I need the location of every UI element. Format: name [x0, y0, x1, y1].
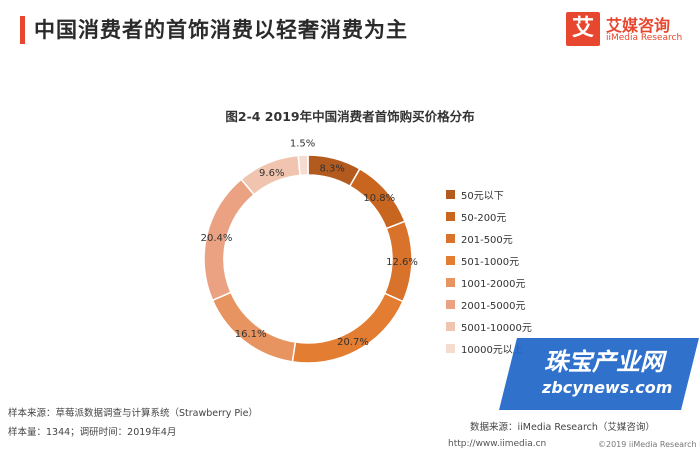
page-headline: 中国消费者的首饰消费以轻奢消费为主 — [34, 18, 408, 42]
brand-name: 艾媒咨询 — [606, 16, 671, 35]
legend-item: 50元以下 — [446, 183, 532, 205]
legend-item: 2001-5000元 — [446, 293, 532, 315]
legend-item: 50-200元 — [446, 205, 532, 227]
legend-item: 501-1000元 — [446, 249, 532, 271]
legend-label: 1001-2000元 — [461, 278, 526, 290]
legend-label: 50元以下 — [461, 190, 504, 202]
chart-title: 图2-4 2019年中国消费者首饰购买价格分布 — [225, 109, 475, 124]
legend-swatch — [446, 233, 455, 243]
legend-item: 1001-2000元 — [446, 271, 532, 293]
legend-swatch — [446, 211, 455, 221]
source-url[interactable]: http://www.iimedia.cn — [448, 439, 547, 449]
sample-size-note: 样本量：1344；调研时间：2019年4月 — [8, 427, 177, 438]
donut-slice — [297, 154, 309, 177]
legend-item: 5001-10000元 — [446, 315, 532, 337]
slice-value-label: 12.6% — [386, 257, 418, 268]
legend-swatch — [446, 189, 455, 199]
legend-label: 501-1000元 — [461, 256, 520, 268]
legend-label: 201-500元 — [461, 234, 513, 246]
legend-label: 50-200元 — [461, 212, 507, 224]
legend-label: 5001-10000元 — [461, 322, 532, 334]
slice-value-label: 8.3% — [320, 164, 345, 175]
slice-value-label: 9.6% — [259, 168, 284, 179]
legend-swatch — [446, 321, 455, 331]
chart-legend: 50元以下 50-200元 201-500元 501-1000元 1001-2000元 2… — [446, 183, 532, 359]
sample-source-note: 样本来源：草莓派数据调查与计算系统（Strawberry Pie） — [8, 408, 258, 419]
legend-item: 10000元以上 — [446, 337, 532, 359]
legend-swatch — [446, 299, 455, 309]
legend-swatch — [446, 255, 455, 265]
slice-value-label: 10.8% — [363, 193, 395, 204]
watermark-name: 珠宝产业网 — [544, 348, 664, 376]
legend-label: 10000元以上 — [461, 344, 523, 356]
brand-name-en: iiMedia Research — [606, 33, 683, 43]
slice-value-label: 20.7% — [337, 337, 369, 348]
watermark-logo: 珠宝产业网 zbcynews.com — [499, 338, 699, 410]
legend-item: 201-500元 — [446, 227, 532, 249]
brand-icon: 艾 — [566, 12, 600, 46]
data-source-note: 数据来源：iiMedia Research（艾媒咨询） — [470, 422, 655, 433]
donut-slice — [211, 291, 297, 363]
copyright-text: ©2019 iiMedia Research Inc — [598, 440, 700, 449]
legend-label: 2001-5000元 — [461, 300, 526, 312]
watermark-domain: zbcynews.com — [542, 378, 673, 397]
brand-logo: 艾 艾媒咨询 iiMedia Research — [566, 10, 692, 50]
slice-value-label: 1.5% — [290, 139, 315, 150]
donut-slice — [291, 292, 404, 364]
legend-swatch — [446, 343, 455, 353]
slice-value-label: 16.1% — [235, 329, 267, 340]
slice-value-label: 20.4% — [201, 233, 233, 244]
headline-accent-bar — [20, 16, 25, 44]
legend-swatch — [446, 277, 455, 287]
